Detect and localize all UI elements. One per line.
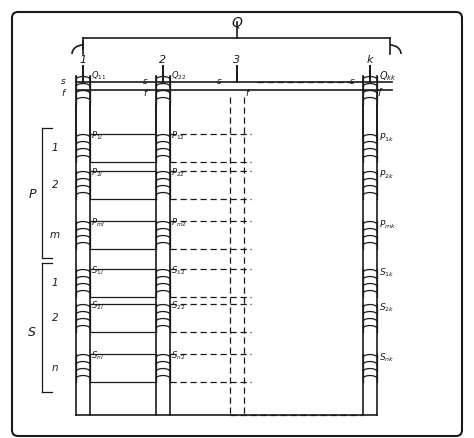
Text: $P_{1k}$: $P_{1k}$ — [379, 132, 394, 144]
Text: s: s — [61, 78, 65, 86]
Text: k: k — [367, 55, 373, 65]
Text: 2: 2 — [52, 313, 58, 323]
Text: s: s — [350, 78, 355, 86]
Text: $P_{12}$: $P_{12}$ — [171, 130, 185, 142]
Text: S: S — [28, 325, 36, 339]
Text: $Q_{22}$: $Q_{22}$ — [171, 70, 186, 82]
Text: $P_{2k}$: $P_{2k}$ — [379, 169, 394, 181]
Text: Q: Q — [232, 15, 242, 29]
Text: 1: 1 — [80, 55, 87, 65]
Text: $Q_{11}$: $Q_{11}$ — [91, 70, 107, 82]
Text: $Q_{kk}$: $Q_{kk}$ — [379, 69, 397, 83]
Text: $S_{2k}$: $S_{2k}$ — [379, 302, 395, 314]
Text: s: s — [143, 78, 147, 86]
Text: $S_{22}$: $S_{22}$ — [171, 300, 185, 312]
Text: $S_{1l}$: $S_{1l}$ — [91, 265, 104, 277]
Text: $P_{m2}$: $P_{m2}$ — [171, 217, 187, 229]
Text: 2: 2 — [159, 55, 166, 65]
Text: $S_{nk}$: $S_{nk}$ — [379, 352, 395, 364]
Text: $S_{nl}$: $S_{nl}$ — [91, 350, 104, 362]
Text: s: s — [217, 78, 221, 86]
Text: $P_{ml}$: $P_{ml}$ — [91, 217, 105, 229]
Text: $P_{22}$: $P_{22}$ — [171, 167, 185, 179]
Text: $S_{n2}$: $S_{n2}$ — [171, 350, 185, 362]
Text: 3: 3 — [233, 55, 241, 65]
Text: m: m — [50, 230, 60, 240]
Text: $S_{2l}$: $S_{2l}$ — [91, 300, 104, 312]
Text: $P_{2l}$: $P_{2l}$ — [91, 167, 103, 179]
Text: n: n — [52, 363, 58, 373]
Text: 1: 1 — [52, 278, 58, 288]
Text: $S_{12}$: $S_{12}$ — [171, 265, 185, 277]
Text: f: f — [62, 88, 64, 98]
Text: 1: 1 — [52, 143, 58, 153]
Text: 2: 2 — [52, 180, 58, 190]
Text: $S_{1k}$: $S_{1k}$ — [379, 267, 395, 279]
Text: f: f — [377, 88, 381, 98]
Text: $P_{mk}$: $P_{mk}$ — [379, 219, 396, 231]
Text: f: f — [246, 88, 248, 98]
Text: P: P — [28, 188, 36, 201]
Text: f: f — [144, 88, 146, 98]
Text: $P_{1l}$: $P_{1l}$ — [91, 130, 103, 142]
